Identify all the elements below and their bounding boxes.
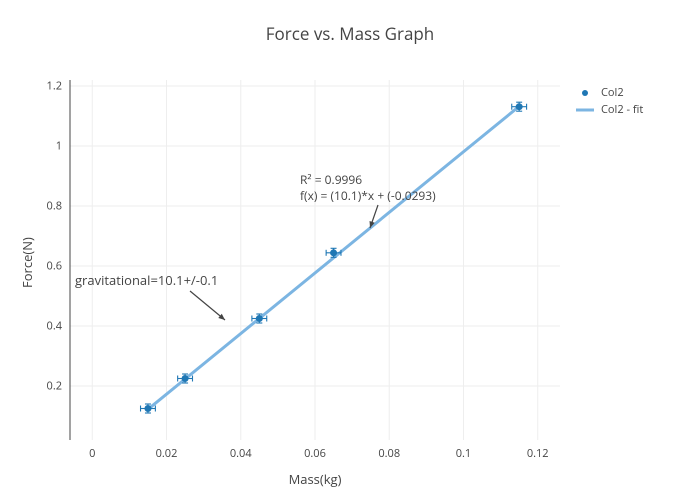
x-tick: 0.12 [527,446,549,461]
annotation-gravitational: gravitational=10.1+/-0.1 [75,272,218,289]
legend-label: Col2 [601,85,624,100]
y-tick: 0.4 [47,319,62,334]
chart-root: Force vs. Mass Graph 00.020.040.060.080.… [0,0,700,500]
legend-swatch-line [575,104,595,116]
legend-item-fit[interactable]: Col2 - fit [575,102,643,117]
x-tick: 0.06 [304,446,326,461]
x-tick: 0.04 [230,446,252,461]
x-tick: 0.1 [456,446,471,461]
x-tick: 0 [89,446,95,461]
x-tick: 0.02 [156,446,178,461]
x-axis-label: Mass(kg) [289,470,342,488]
y-tick: 0.8 [47,199,62,214]
plot-svg [0,0,700,500]
y-tick: 1.2 [47,79,62,94]
legend-label: Col2 - fit [601,102,643,117]
y-tick: 1 [56,139,62,154]
legend-item-scatter[interactable]: Col2 [575,85,643,100]
x-tick: 0.08 [378,446,400,461]
legend-swatch-marker [575,87,595,99]
annotation-fit-equation: R² = 0.9996 f(x) = (10.1)*x + (-0.0293) [300,172,436,203]
legend: Col2 Col2 - fit [575,85,643,119]
y-axis-label: Force(N) [18,237,36,288]
y-tick: 0.2 [47,379,62,394]
y-tick: 0.6 [47,259,62,274]
